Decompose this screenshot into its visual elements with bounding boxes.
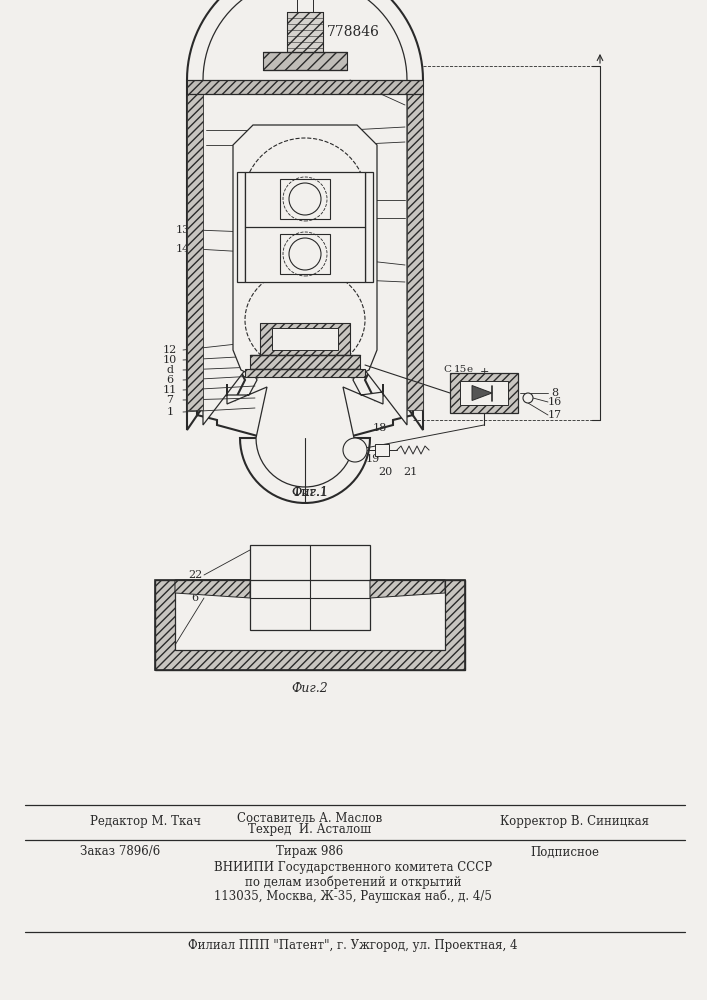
Text: +: + [479,367,489,377]
Text: Фиг.1: Фиг.1 [291,486,329,498]
Bar [237,172,245,282]
Polygon shape [472,385,492,400]
Text: 12: 12 [163,345,177,355]
Text: 4: 4 [407,213,414,223]
Circle shape [523,393,533,403]
Text: 8: 8 [407,277,414,287]
Text: Заказ 7896/6: Заказ 7896/6 [80,846,160,858]
Text: 3: 3 [194,125,201,135]
Text: 16: 16 [548,397,562,407]
Bar [245,369,365,377]
Text: e: e [467,365,473,374]
Polygon shape [233,125,377,378]
Polygon shape [370,580,445,598]
Bar [280,179,330,219]
Bar [187,80,423,94]
Text: Составитель А. Маслов: Составитель А. Маслов [238,812,382,824]
Text: C: C [443,365,451,374]
Text: 113035, Москва, Ж-35, Раушская наб., д. 4/5: 113035, Москва, Ж-35, Раушская наб., д. … [214,889,492,903]
Bar [250,355,360,369]
Text: 9: 9 [407,260,414,270]
Text: Фиг.2: Фиг.2 [291,682,328,694]
Polygon shape [187,90,203,410]
Text: 6: 6 [192,593,199,603]
Text: 1: 1 [166,407,173,417]
Text: a: a [194,140,201,150]
Text: 7: 7 [167,395,173,405]
Text: 17: 17 [548,410,562,420]
Text: 21: 21 [403,467,417,477]
Bar [245,172,365,282]
Text: 5: 5 [407,195,414,205]
Text: 8: 8 [551,388,559,398]
Text: 10: 10 [188,583,202,593]
Text: M: M [351,446,359,454]
Polygon shape [407,90,423,410]
Text: Техред  И. Асталош: Техред И. Асталош [248,824,372,836]
Text: d: d [167,365,173,375]
Text: по делам изобретений и открытий: по делам изобретений и открытий [245,875,461,889]
Text: 15: 15 [453,365,467,374]
Bar [263,52,347,70]
Polygon shape [187,0,423,503]
Text: 11: 11 [163,385,177,395]
Bar [460,381,508,405]
Bar [250,545,370,630]
Text: Филиал ППП "Патент", г. Ужгород, ул. Проектная, 4: Филиал ППП "Патент", г. Ужгород, ул. Про… [188,938,518,952]
Bar [287,12,323,52]
Text: 22: 22 [188,570,202,580]
Text: 10: 10 [163,355,177,365]
Bar [260,323,350,355]
Text: ВНИИПИ Государственного комитета СССР: ВНИИПИ Государственного комитета СССР [214,861,492,874]
Bar [155,580,465,670]
Bar [450,373,518,413]
Bar [155,580,465,670]
Circle shape [343,438,367,462]
Text: 7: 7 [407,100,414,110]
Text: 18: 18 [373,423,387,433]
Text: Фиг.1: Фиг.1 [291,486,328,498]
Text: Редактор М. Ткач: Редактор М. Ткач [90,816,201,828]
Text: 6: 6 [166,375,173,385]
Bar [365,172,373,282]
Bar [375,444,389,456]
Text: Корректор В. Синицкая: Корректор В. Синицкая [501,816,650,828]
Polygon shape [203,0,407,487]
Text: Тираж 986: Тираж 986 [276,846,344,858]
Bar [175,580,445,650]
Text: 778846: 778846 [327,25,380,39]
Bar [272,328,338,350]
Text: 2: 2 [407,137,414,147]
Text: Подписное: Подписное [530,846,600,858]
Bar [297,0,313,12]
Bar [280,234,330,274]
Text: 1: 1 [407,122,414,132]
Text: 13: 13 [176,225,190,235]
Text: 14: 14 [176,244,190,254]
Polygon shape [175,580,250,598]
Text: 19: 19 [366,454,380,464]
Text: 20: 20 [378,467,392,477]
